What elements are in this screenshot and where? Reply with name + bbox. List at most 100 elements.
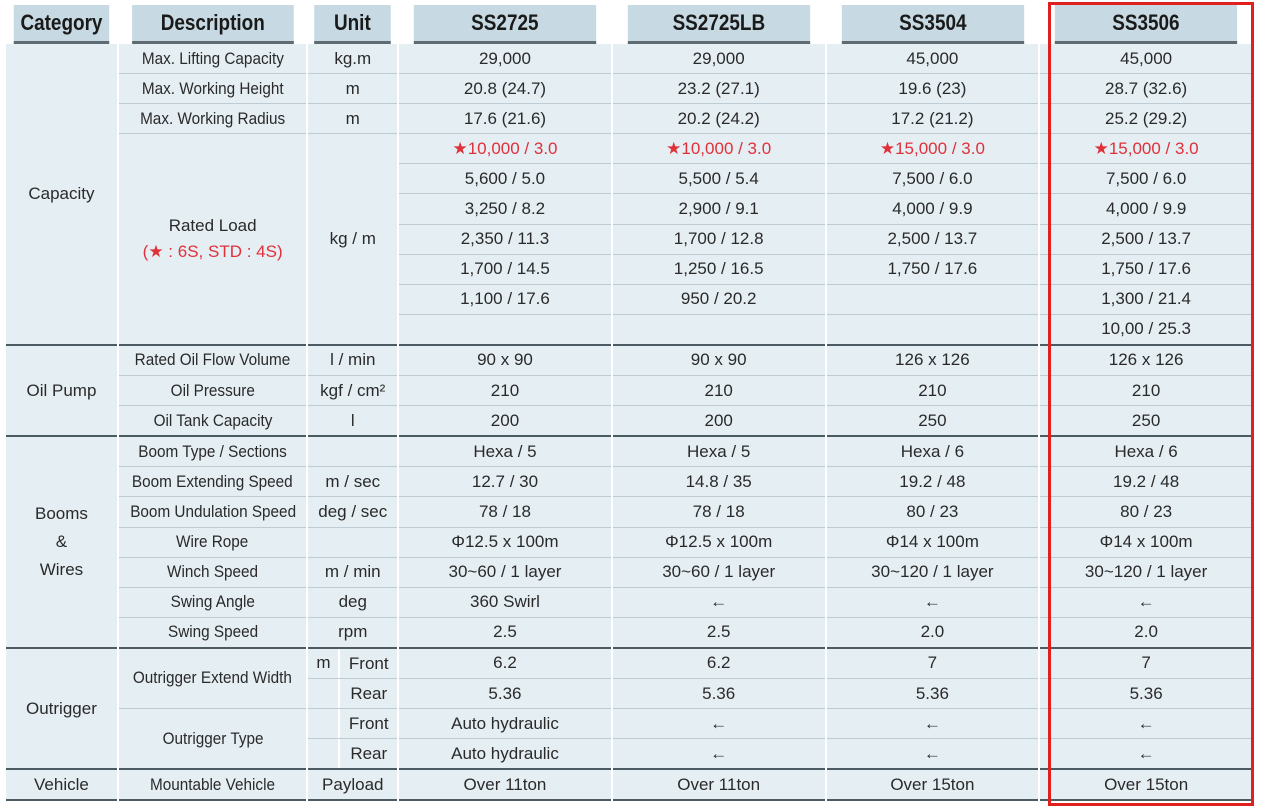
- row-unit: m: [308, 104, 398, 135]
- table-row: Wire Rope Φ12.5 x 100m Φ12.5 x 100m Φ14 …: [6, 527, 1252, 558]
- table-row: Oil Pressure kgf / cm² 210 210 210 210: [6, 376, 1252, 407]
- row-label: Mountable Vehicle: [118, 770, 307, 802]
- cell: 1,750 / 17.6: [1040, 254, 1252, 285]
- cell: Hexa / 5: [399, 437, 611, 468]
- table-row: 2,350 / 11.3 1,700 / 12.8 2,500 / 13.7 2…: [6, 224, 1252, 255]
- cell: Hexa / 6: [826, 437, 1039, 468]
- cell: 5.36: [826, 678, 1039, 710]
- header-model-ss3504: SS3504: [841, 5, 1024, 44]
- cell: 950 / 20.2: [612, 284, 825, 315]
- row-unit: Payload: [308, 770, 398, 802]
- cell: 5.36: [612, 678, 825, 710]
- cell: 5.36: [399, 678, 611, 710]
- row-label: Outrigger Extend Width: [118, 648, 307, 710]
- rated-load-unit: kg / m: [308, 134, 398, 346]
- row-unit: m / sec: [308, 467, 398, 498]
- cell: ←: [612, 739, 825, 771]
- cell: 6.2: [399, 648, 611, 679]
- header-unit: Unit: [314, 5, 391, 44]
- cell: ★10,000 / 3.0: [399, 134, 611, 165]
- sub-label-front: Front: [338, 648, 398, 678]
- cell: 210: [399, 376, 611, 407]
- cell: 25.2 (29.2): [1040, 104, 1252, 135]
- cell: 2,500 / 13.7: [826, 224, 1039, 255]
- table-row: 3,250 / 8.2 2,900 / 9.1 4,000 / 9.9 4,00…: [6, 194, 1252, 225]
- cell: 7: [826, 648, 1039, 679]
- cell: 360 Swirl: [399, 587, 611, 618]
- cell: Φ12.5 x 100m: [399, 527, 611, 558]
- cell: [612, 314, 825, 346]
- cell: 126 x 126: [826, 345, 1039, 377]
- cell: Auto hydraulic: [399, 709, 611, 740]
- cell: Over 15ton: [826, 770, 1039, 802]
- cell: 2.5: [399, 617, 611, 649]
- row-unit: l / min: [308, 345, 398, 377]
- row-unit-split: Rear: [308, 678, 398, 710]
- row-label: Oil Pressure: [118, 376, 307, 407]
- table-row: Max. Working Radius m 17.6 (21.6) 20.2 (…: [6, 104, 1252, 135]
- cell: 78 / 18: [399, 497, 611, 528]
- header-model-ss2725lb: SS2725LB: [627, 5, 810, 44]
- cell: 1,250 / 16.5: [612, 254, 825, 285]
- cell: ←: [1040, 739, 1252, 771]
- cell: 2,900 / 9.1: [612, 194, 825, 225]
- header-model-ss2725: SS2725: [413, 5, 597, 44]
- cell: 28.7 (32.6): [1040, 74, 1252, 105]
- cell: 17.6 (21.6): [399, 104, 611, 135]
- cell: 19.2 / 48: [1040, 467, 1252, 498]
- table-row: 1,700 / 14.5 1,250 / 16.5 1,750 / 17.6 1…: [6, 254, 1252, 285]
- cell: 250: [1040, 406, 1252, 438]
- cell: Over 11ton: [612, 770, 825, 802]
- table-row: Oil Pump Rated Oil Flow Volume l / min 9…: [6, 345, 1252, 438]
- cell: 19.2 / 48: [826, 467, 1039, 498]
- cell: 7: [1040, 648, 1252, 679]
- row-label: Max. Working Height: [118, 74, 307, 105]
- cell: 19.6 (23): [826, 74, 1039, 105]
- row-unit: [308, 437, 398, 468]
- cell: Φ14 x 100m: [1040, 527, 1252, 558]
- cell: Over 15ton: [1040, 770, 1252, 802]
- cell: 3,250 / 8.2: [399, 194, 611, 225]
- header-model-ss3506: SS3506: [1055, 5, 1238, 44]
- cell: Φ14 x 100m: [826, 527, 1039, 558]
- row-label: Boom Undulation Speed: [118, 497, 307, 528]
- cell: 1,750 / 17.6: [826, 254, 1039, 285]
- table-row: Oil Tank Capacity l 200 200 250 250: [6, 406, 1252, 438]
- row-unit: deg / sec: [308, 497, 398, 528]
- cell: 210: [1040, 376, 1252, 407]
- category-line: &: [55, 532, 68, 552]
- cell: ★10,000 / 3.0: [612, 134, 825, 165]
- cell: 2.0: [826, 617, 1039, 649]
- table-row: Rear Auto hydraulic ← ← ←: [6, 739, 1252, 771]
- cell: 200: [612, 406, 825, 438]
- cell: ←: [826, 587, 1039, 618]
- cell: 29,000: [399, 44, 611, 75]
- cell: Φ12.5 x 100m: [612, 527, 825, 558]
- row-label: Max. Working Radius: [118, 104, 307, 135]
- row-label: Oil Tank Capacity: [118, 406, 307, 438]
- row-label: Winch Speed: [118, 557, 307, 588]
- spec-table: Category Description Unit SS2725 SS2725L…: [4, 5, 1254, 802]
- table-row: Swing Angle deg 360 Swirl ← ← ←: [6, 587, 1252, 618]
- cell: 4,000 / 9.9: [1040, 194, 1252, 225]
- cell: 45,000: [1040, 44, 1252, 75]
- row-unit: m: [308, 74, 398, 105]
- cell: 80 / 23: [826, 497, 1039, 528]
- table-row: Winch Speed m / min 30~60 / 1 layer 30~6…: [6, 557, 1252, 588]
- cell: [826, 314, 1039, 346]
- cell: ←: [826, 739, 1039, 771]
- cell: 10,00 / 25.3: [1040, 314, 1252, 346]
- cell: [399, 314, 611, 346]
- row-label: Max. Lifting Capacity: [118, 44, 307, 75]
- cell: 80 / 23: [1040, 497, 1252, 528]
- rated-load-title: Rated Load: [168, 216, 257, 236]
- row-unit: kgf / cm²: [308, 376, 398, 407]
- cell: 78 / 18: [612, 497, 825, 528]
- cell: 30~120 / 1 layer: [826, 557, 1039, 588]
- row-unit: [308, 527, 398, 558]
- category-line: Booms: [34, 504, 88, 524]
- cell: Hexa / 6: [1040, 437, 1252, 468]
- cell: 250: [826, 406, 1039, 438]
- cell: ←: [612, 709, 825, 740]
- cell: 30~60 / 1 layer: [612, 557, 825, 588]
